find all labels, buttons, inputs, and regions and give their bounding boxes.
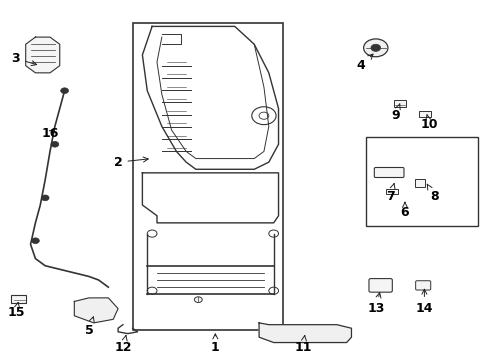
Text: 13: 13: [366, 293, 384, 315]
Text: 15: 15: [7, 302, 25, 319]
FancyBboxPatch shape: [414, 179, 425, 187]
FancyBboxPatch shape: [368, 279, 391, 292]
Text: 7: 7: [385, 184, 394, 203]
Text: 4: 4: [356, 54, 372, 72]
Text: 1: 1: [210, 334, 219, 354]
FancyBboxPatch shape: [366, 137, 477, 226]
Text: 8: 8: [427, 184, 438, 203]
Circle shape: [51, 141, 59, 147]
Circle shape: [363, 39, 387, 57]
Text: 10: 10: [420, 115, 437, 131]
FancyBboxPatch shape: [373, 167, 403, 177]
Polygon shape: [74, 298, 118, 323]
Polygon shape: [259, 323, 351, 342]
FancyBboxPatch shape: [385, 189, 397, 194]
Circle shape: [370, 44, 380, 51]
Text: 16: 16: [41, 127, 59, 140]
FancyBboxPatch shape: [393, 100, 406, 107]
Text: 2: 2: [114, 156, 148, 168]
Circle shape: [194, 297, 202, 302]
Text: 3: 3: [12, 52, 37, 66]
FancyBboxPatch shape: [415, 281, 430, 290]
FancyBboxPatch shape: [418, 111, 430, 117]
Polygon shape: [26, 37, 60, 73]
FancyBboxPatch shape: [132, 23, 283, 330]
Text: 11: 11: [293, 336, 311, 354]
Text: 9: 9: [390, 104, 399, 122]
Text: 14: 14: [415, 289, 432, 315]
Circle shape: [31, 238, 39, 244]
FancyBboxPatch shape: [11, 296, 26, 303]
Circle shape: [41, 195, 49, 201]
Text: 5: 5: [84, 317, 94, 337]
Text: 12: 12: [114, 336, 131, 354]
Circle shape: [61, 88, 68, 94]
Text: 6: 6: [400, 202, 408, 219]
